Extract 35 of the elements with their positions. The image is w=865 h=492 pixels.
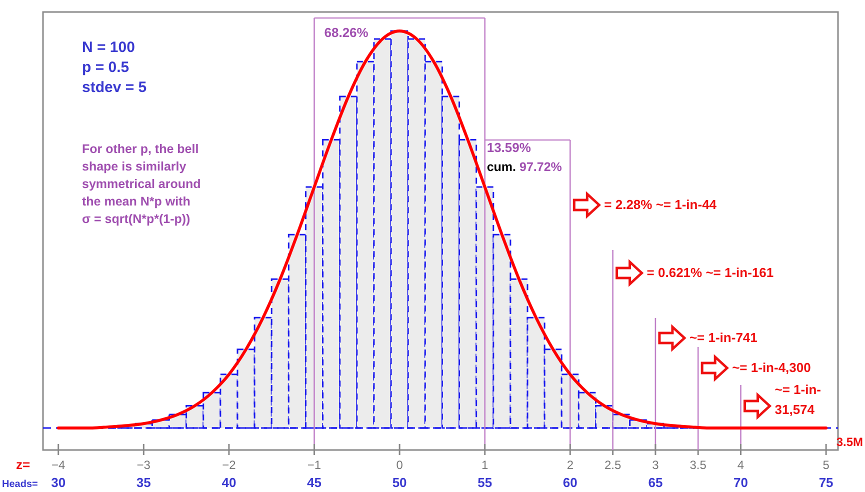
x-tick-label: 55: [478, 475, 492, 490]
x-tick-label: 45: [307, 475, 322, 490]
x2-tick-label: 0: [396, 458, 404, 472]
x2-tick-label: 2.5: [604, 458, 622, 472]
annotation: = 0.621% ~= 1-in-161: [646, 265, 774, 280]
annotation: 13.59%: [486, 140, 532, 155]
x2-tick-label: 3.5: [690, 458, 707, 472]
annotation: For other p, the bell shape is similarly symmetrical around the mean N*p with σ = sqrt(N*p*(1-p)): [82, 142, 201, 226]
x2-tick-label: 5: [822, 458, 830, 472]
text: 3.5M: [836, 435, 863, 449]
x2-axis-title: z=: [16, 457, 30, 472]
x2-tick-label: −4: [52, 458, 66, 472]
x-tick-label: 70: [734, 475, 748, 490]
annotation: cum. 97.72%: [486, 160, 562, 174]
x2-tick-label: 2: [566, 458, 574, 472]
x-axis-title: Heads=: [2, 479, 38, 490]
x-tick-label: 65: [648, 475, 663, 490]
x2-tick-label: 4: [737, 458, 744, 472]
x2-tick-label: −2: [222, 458, 236, 472]
x-tick-label: 60: [562, 475, 578, 490]
x-tick-label: 50: [392, 475, 407, 490]
x-tick-label: 30: [51, 475, 66, 490]
x2-tick-label: −1: [307, 458, 322, 472]
annotation: N = 100 p = 0.5 stdev = 5: [82, 39, 147, 96]
x2-tick-label: −3: [136, 458, 151, 472]
annotation: = 2.28% ~= 1-in-44: [604, 197, 718, 212]
annotation: ~= 1-in-741: [689, 330, 758, 345]
annotation: ~= 1-in-4,300: [732, 360, 811, 375]
x-tick-label: 75: [818, 475, 834, 490]
x2-tick-label: 1: [482, 458, 489, 472]
x-tick-label: 35: [136, 475, 151, 490]
x-tick-label: 40: [222, 475, 236, 490]
x2-tick-label: 3: [652, 458, 660, 472]
annotation: 68.26%: [324, 25, 369, 40]
annotation: ~= 1-in-31,574: [774, 382, 822, 417]
